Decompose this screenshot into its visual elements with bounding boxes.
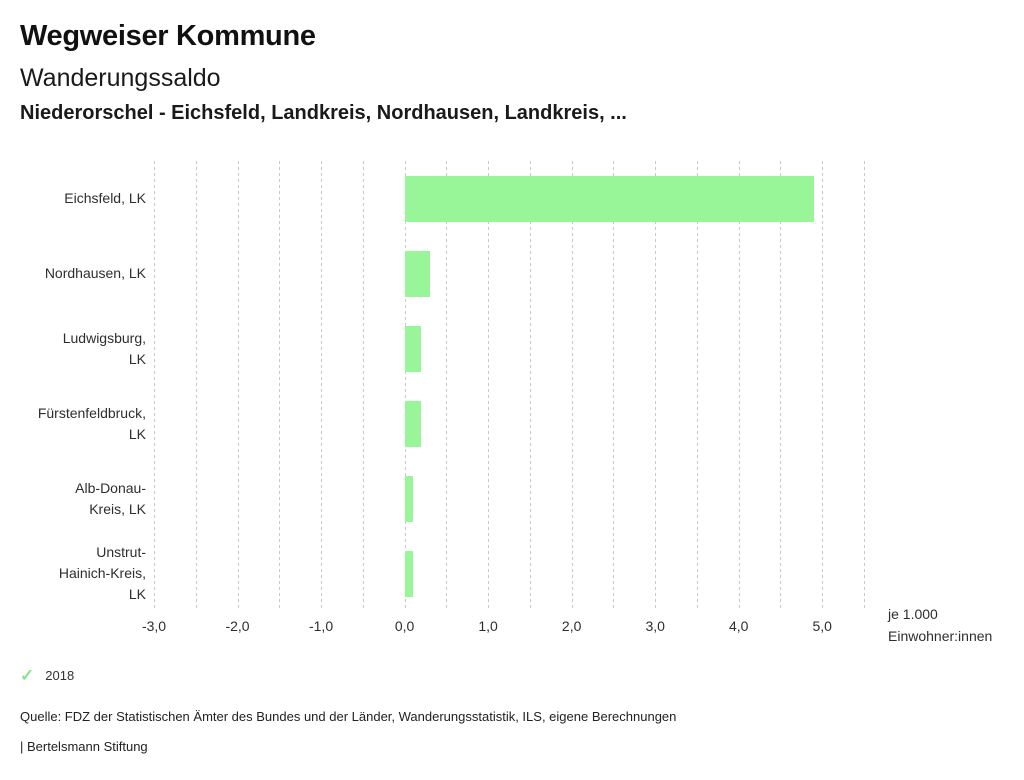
chart-subtitle: Niederorschel - Eichsfeld, Landkreis, No… (20, 102, 627, 124)
gridline (655, 161, 657, 611)
y-axis-label: Nordhausen, LK (44, 265, 146, 281)
y-axis-label: Fürstenfeldbruck, LK (37, 404, 146, 442)
x-tick-label: 0,0 (394, 618, 415, 634)
x-tick-label: 5,0 (812, 618, 832, 634)
x-tick-label: -1,0 (308, 618, 334, 634)
legend-year-label: 2018 (45, 668, 75, 683)
bar-alb-donau-kreis-lk[interactable] (404, 475, 413, 522)
gridline (488, 161, 490, 611)
x-axis-unit-label: je 1.000 Einwohner:innen (888, 606, 993, 644)
x-tick-label: 4,0 (728, 618, 749, 634)
bar-eichsfeld-lk[interactable] (404, 175, 814, 222)
y-axis-label: Alb-Donau- Kreis, LK (75, 479, 146, 517)
gridline (237, 161, 239, 611)
bar-unstrut-hainich-kreis-lk[interactable] (404, 550, 413, 597)
source-note: Quelle: FDZ der Statistischen Ämter des … (20, 709, 677, 724)
gridline (195, 161, 197, 611)
gridline (154, 161, 155, 611)
check-icon: ✓ (20, 666, 35, 685)
bar-nordhausen-lk[interactable] (404, 250, 430, 297)
gridline (613, 161, 615, 611)
gridline (279, 161, 281, 611)
bar-f-rstenfeldbruck-lk[interactable] (404, 400, 422, 447)
gridline (696, 161, 698, 611)
gridline (571, 161, 573, 611)
y-axis-label: Ludwigsburg, LK (62, 329, 146, 367)
gridline (738, 161, 740, 611)
y-axis-label: Eichsfeld, LK (64, 190, 146, 206)
gridline (780, 161, 782, 611)
legend-item-2018[interactable]: ✓ 2018 (20, 667, 74, 684)
y-axis-label: Unstrut- Hainich-Kreis, LK (58, 544, 146, 602)
chart-title: Wanderungssaldo (20, 64, 221, 92)
x-tick-label: 1,0 (478, 618, 498, 634)
gridline (529, 161, 531, 611)
gridline (864, 161, 865, 611)
bar-ludwigsburg-lk[interactable] (404, 325, 422, 372)
x-tick-label: -2,0 (225, 618, 250, 634)
app-title: Wegweiser Kommune (20, 20, 316, 52)
brand-note: | Bertelsmann Stiftung (20, 739, 148, 754)
gridline (321, 161, 323, 611)
gridline (446, 161, 448, 611)
gridline (822, 161, 824, 611)
x-tick-label: -3,0 (141, 618, 167, 634)
gridline (404, 161, 406, 611)
x-tick-label: 2,0 (561, 618, 582, 634)
gridline (362, 161, 364, 611)
x-tick-label: 3,0 (645, 618, 665, 634)
